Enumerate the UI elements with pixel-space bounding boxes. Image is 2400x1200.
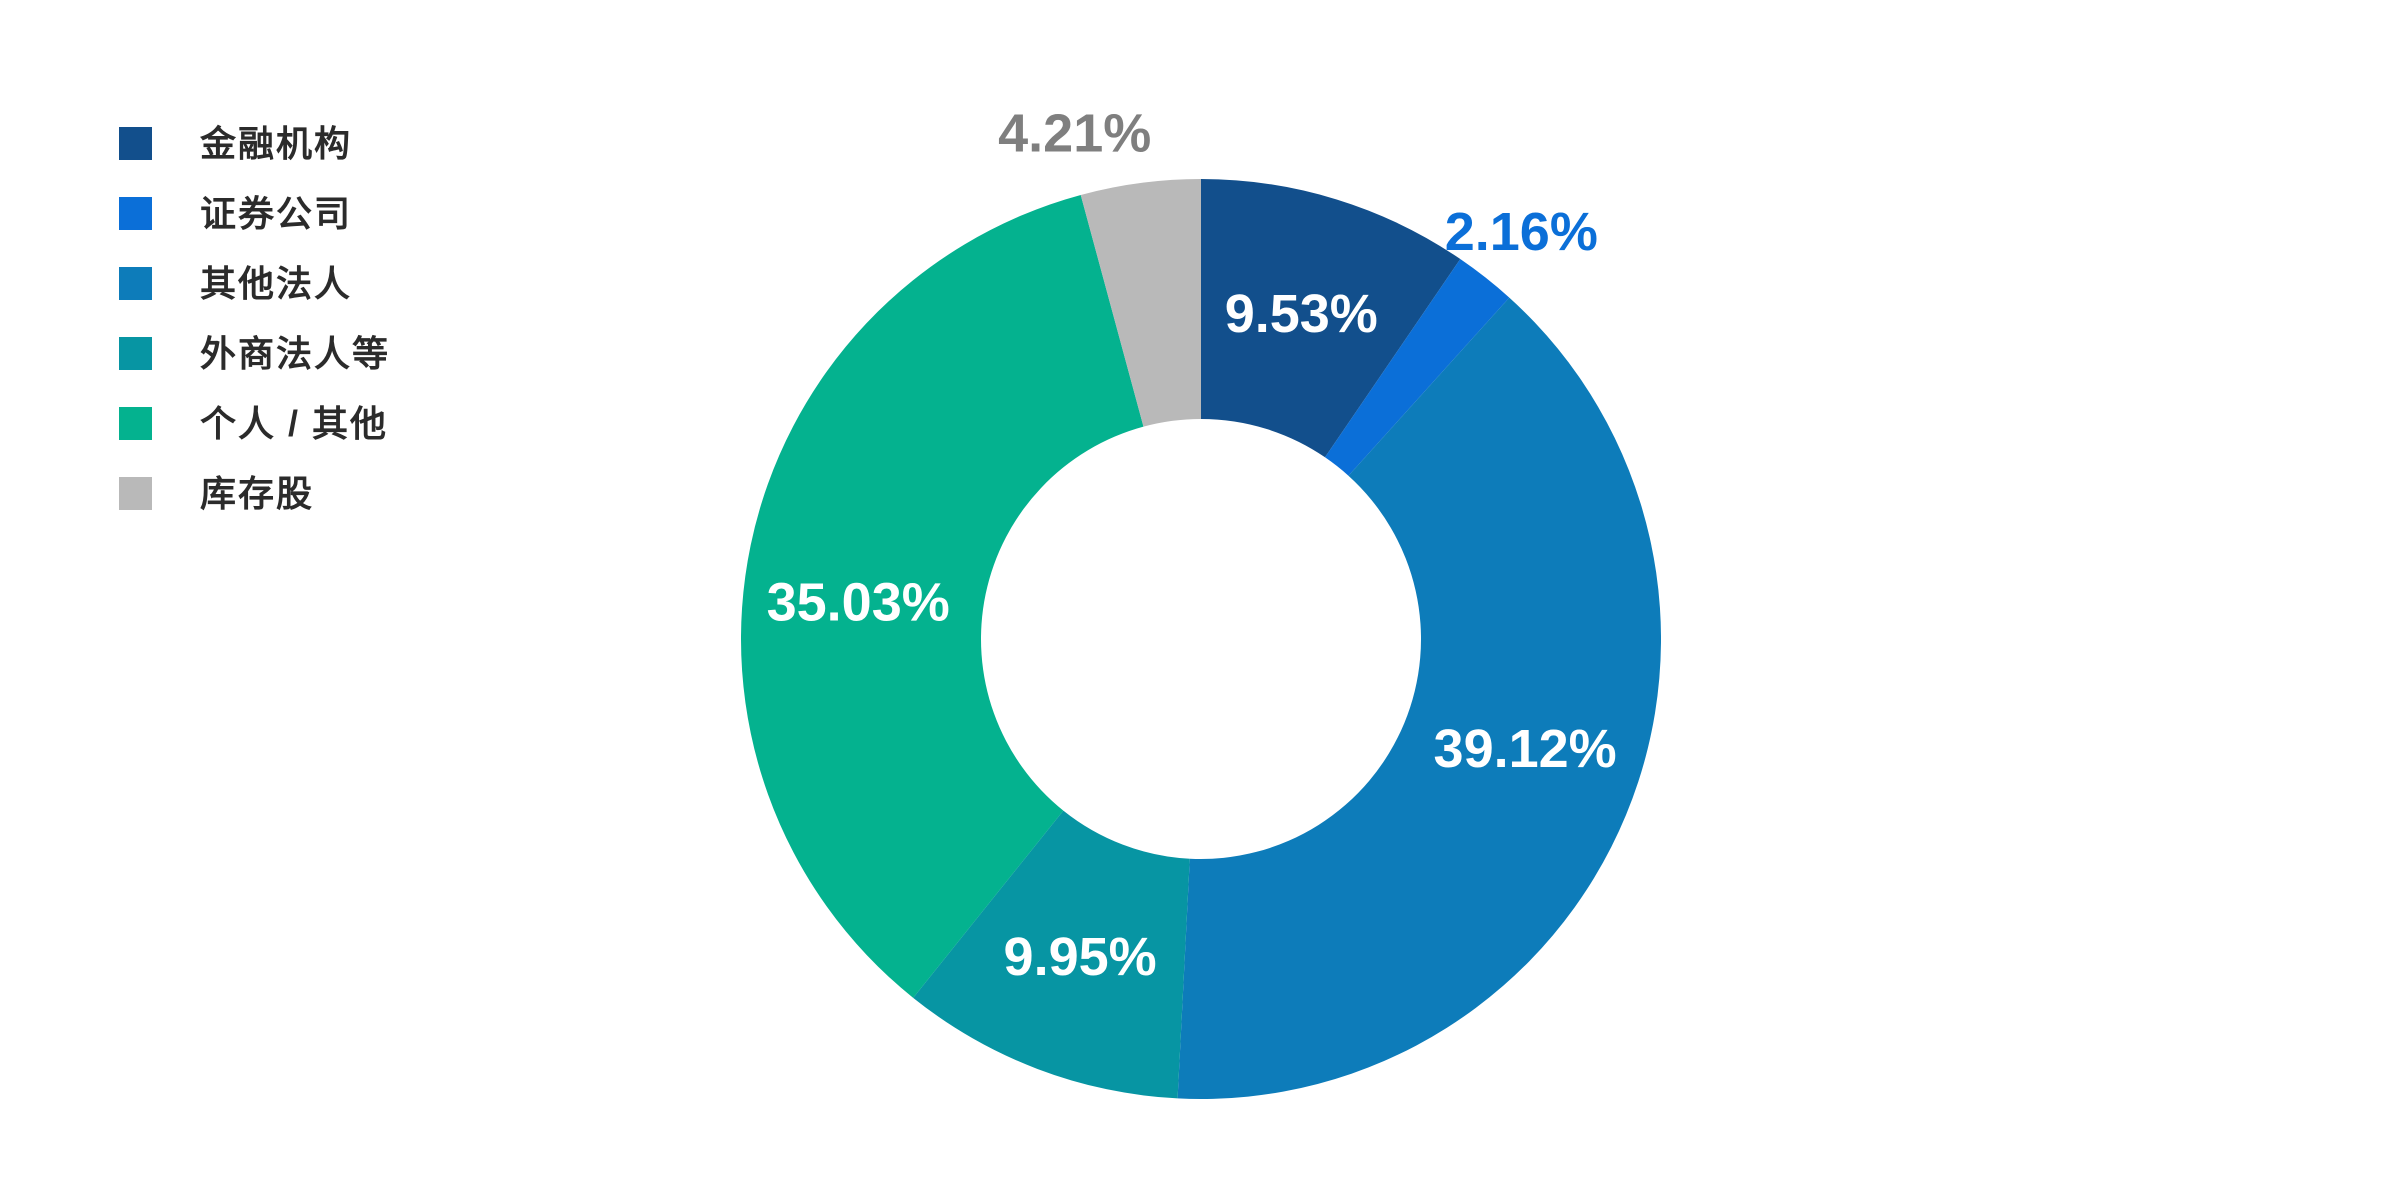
legend-swatch-4 bbox=[119, 407, 152, 440]
legend-label-2: 其他法人 bbox=[200, 263, 353, 304]
legend-label-5: 库存股 bbox=[200, 473, 315, 514]
legend-item-4: 个人 / 其他 bbox=[119, 403, 390, 444]
legend-item-3: 外商法人等 bbox=[119, 333, 391, 374]
legend-swatch-0 bbox=[119, 127, 152, 160]
legend-item-1: 证券公司 bbox=[119, 193, 390, 234]
pie-slice-2 bbox=[1177, 297, 1661, 1100]
pie-slice-3 bbox=[913, 810, 1190, 1099]
legend-swatch-2 bbox=[119, 267, 152, 300]
slice-label-2: 39.12% bbox=[1434, 719, 1617, 779]
legend-label-1: 证券公司 bbox=[200, 193, 353, 234]
legend-item-5: 库存股 bbox=[119, 473, 390, 514]
legend-label-3: 外商法人等 bbox=[200, 333, 391, 374]
chart-legend: 金融机构证券公司其他法人外商法人等个人 / 其他 库存股 bbox=[119, 123, 391, 514]
pie-slice-1 bbox=[1325, 259, 1510, 476]
legend-swatch-1 bbox=[119, 197, 152, 230]
slice-label-4: 35.03% bbox=[767, 573, 950, 633]
legend-label-0: 金融机构 bbox=[200, 123, 353, 164]
legend-swatch-3 bbox=[119, 337, 152, 370]
slice-label-1: 2.16% bbox=[1445, 202, 1598, 262]
legend-item-0: 金融机构 bbox=[119, 123, 390, 164]
pie-slice-0 bbox=[1201, 179, 1461, 458]
legend-item-2: 其他法人 bbox=[119, 263, 390, 304]
pie-slice-5 bbox=[1080, 179, 1201, 427]
slice-label-3: 9.95% bbox=[1004, 927, 1157, 987]
slice-label-5: 4.21% bbox=[998, 104, 1151, 164]
legend-label-4: 个人 / 其他 bbox=[200, 403, 389, 444]
legend-swatch-5 bbox=[119, 477, 152, 510]
slice-label-0: 9.53% bbox=[1225, 284, 1378, 344]
pie-slice-4 bbox=[740, 194, 1144, 998]
